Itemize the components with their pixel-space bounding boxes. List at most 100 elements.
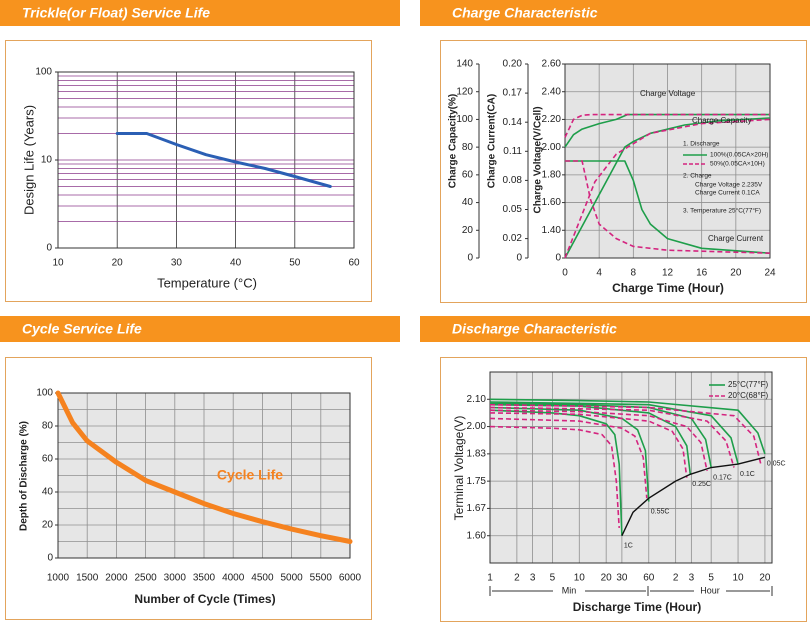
legend-label: 100%(0.05CA×20H): [710, 152, 768, 159]
end-voltage-line: [621, 456, 766, 537]
data-line: [489, 398, 766, 455]
y-tick-label: 2.00: [467, 421, 487, 432]
note: Charge Current 0.1CA: [695, 190, 760, 197]
y-axis-title: Depth of Discharge (%): [19, 421, 30, 531]
curve-label: 0.25C: [692, 481, 711, 488]
y-tick-label: 1.80: [542, 169, 562, 180]
curve-label: 0.55C: [651, 508, 670, 515]
panel-frame: [5, 40, 372, 302]
x-tick-label: 4500: [251, 573, 274, 584]
curve-label: 0.05C: [767, 461, 786, 468]
x-tick-label: 20: [730, 268, 742, 279]
note: 3. Temperature 25°C(77°F): [683, 207, 761, 215]
x-tick-label: 3: [689, 573, 695, 584]
y-tick-label: 100: [36, 388, 53, 399]
x-tick-label: 24: [764, 268, 776, 279]
x-tick-label: 2: [514, 573, 520, 584]
data-line: [489, 409, 708, 472]
y-tick-label: 0.17: [503, 88, 523, 99]
curve-label: 0.17C: [713, 474, 732, 481]
y-tick-label: 1.67: [467, 503, 487, 514]
y-tick-label: 0: [47, 553, 53, 564]
x-tick-label: 60: [643, 573, 655, 584]
data-line: [489, 409, 623, 536]
note: Charge Voltage 2.235V: [695, 182, 763, 189]
x-tick-label: 1500: [76, 573, 99, 584]
x-tick-label: 5: [708, 573, 714, 584]
data-line: [489, 425, 620, 528]
y-axis-title: Charge Voltage(V/Cell): [533, 106, 544, 213]
y-tick-label: 80: [42, 421, 54, 432]
y-tick-label: 80: [462, 142, 474, 153]
y-tick-label: 0.14: [503, 117, 523, 128]
y-tick-label: 1.60: [467, 530, 487, 541]
y-tick-label: 0.11: [503, 146, 522, 157]
x-tick-label: 2500: [134, 573, 157, 584]
section-bar: [420, 0, 810, 26]
y-tick-label: 2.10: [467, 394, 487, 405]
x-group-label: Hour: [700, 585, 720, 595]
y-tick-label: 1.75: [467, 476, 487, 487]
data-line: [55, 390, 353, 544]
x-tick-label: 2: [673, 573, 679, 584]
y-tick-label: 20: [462, 225, 474, 236]
y-tick-label: 100: [35, 67, 52, 78]
curve-label: Charge Current: [708, 234, 764, 243]
x-tick-label: 2000: [105, 573, 128, 584]
y-tick-label: 2.60: [542, 59, 562, 70]
x-group-label: Min: [562, 585, 577, 595]
panel-frame: [440, 40, 807, 303]
x-tick-label: 10: [52, 258, 64, 269]
x-tick-label: 6000: [339, 573, 362, 584]
x-tick-label: 10: [732, 573, 744, 584]
x-tick-label: 3500: [193, 573, 216, 584]
x-tick-label: 5500: [310, 573, 333, 584]
curve-label: Charge Capacity: [692, 116, 752, 125]
x-tick-label: 20: [112, 258, 124, 269]
annotation: Cycle Life: [217, 467, 283, 483]
plot-border: [57, 392, 351, 559]
y-tick-label: 1.83: [467, 448, 487, 459]
section-bar: [0, 316, 400, 342]
data-line: [565, 160, 771, 254]
x-tick-label: 5000: [280, 573, 303, 584]
x-tick-label: 3: [530, 573, 536, 584]
note: 1. Discharge: [683, 141, 720, 148]
y-tick-label: 0: [46, 243, 52, 254]
y-tick-label: 40: [462, 197, 474, 208]
panel-frame: [440, 357, 807, 622]
x-tick-label: 4000: [222, 573, 245, 584]
y-tick-label: 100: [456, 114, 473, 125]
x-tick-label: 3000: [164, 573, 187, 584]
legend-label: 50%(0.05CA×10H): [710, 161, 765, 168]
curve-label: 0.1C: [740, 471, 755, 478]
y-tick-label: 10: [41, 155, 53, 166]
x-tick-label: 12: [662, 268, 674, 279]
y-tick-label: 0.05: [503, 204, 523, 215]
y-tick-label: 40: [42, 487, 54, 498]
note: 2. Charge: [683, 173, 712, 180]
y-tick-label: 0.08: [503, 175, 523, 186]
x-tick-label: 8: [631, 268, 637, 279]
data-line: [489, 406, 650, 502]
x-tick-label: 60: [348, 258, 360, 269]
data-line: [489, 403, 762, 465]
data-line: [564, 113, 770, 138]
data-line: [115, 132, 332, 188]
y-tick-label: 2.40: [542, 86, 562, 97]
y-tick-label: 2.20: [542, 114, 562, 125]
y-tick-label: 0.20: [503, 59, 523, 70]
y-tick-label: 1.40: [542, 225, 562, 236]
y-tick-label: 0: [555, 253, 561, 264]
y-tick-label: 0: [516, 253, 522, 264]
x-axis-title: Discharge Time (Hour): [573, 600, 701, 614]
x-tick-label: 30: [616, 573, 628, 584]
y-tick-label: 120: [456, 86, 473, 97]
x-tick-label: 10: [574, 573, 586, 584]
data-line: [489, 417, 648, 499]
data-line: [489, 406, 735, 468]
curve-label: 1C: [624, 543, 633, 550]
x-axis-title: Charge Time (Hour): [612, 281, 724, 295]
